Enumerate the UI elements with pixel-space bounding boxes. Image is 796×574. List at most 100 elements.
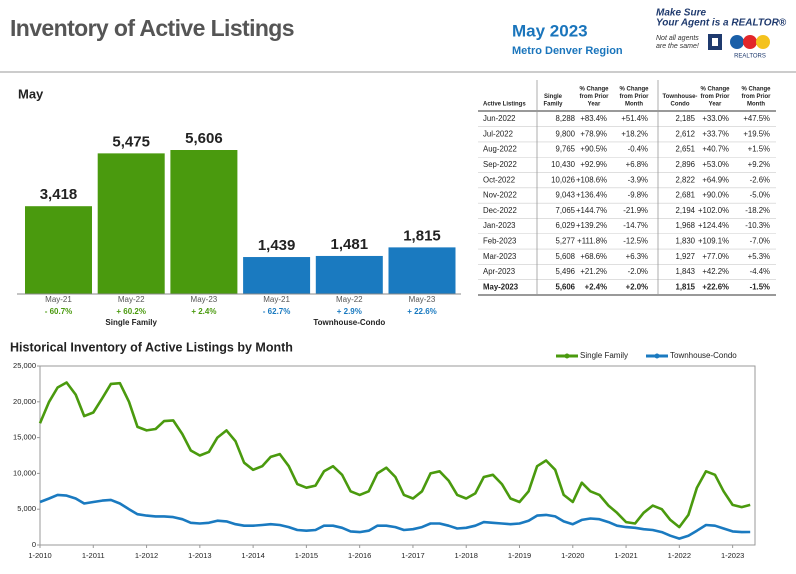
table-cell: Jan-2023 (483, 221, 516, 230)
table-cell: -12.5% (623, 236, 648, 245)
legend-label: Single Family (580, 351, 628, 360)
table-cell: Apr-2023 (483, 267, 515, 276)
change-label: + 60.2% (116, 307, 146, 316)
chart-title: May (18, 86, 44, 101)
x-tick-label: 1-2010 (28, 551, 51, 560)
table-cell: +109.1% (698, 236, 729, 245)
table-cell: +21.2% (580, 267, 607, 276)
series-line (38, 381, 751, 529)
bar (97, 153, 165, 294)
table-cell: +51.4% (621, 114, 648, 123)
value-label: 5,475 (112, 133, 150, 150)
table-cell: Jul-2022 (483, 129, 513, 138)
x-tick-label: 1-2017 (401, 551, 424, 560)
table-cell: Oct-2022 (483, 175, 515, 184)
table-cell: 5,496 (555, 267, 575, 276)
bar (388, 247, 456, 294)
legend-dot (654, 353, 660, 359)
table-cell: +1.5% (748, 145, 770, 154)
column-header: Month (625, 102, 643, 108)
table-cell: Dec-2022 (483, 206, 517, 215)
table-cell: +5.3% (748, 252, 770, 261)
y-tick-label: 5,000 (17, 504, 36, 513)
table-cell: +77.0% (702, 252, 729, 261)
table-cell: +6.3% (626, 252, 648, 261)
x-tick-label: 1-2016 (348, 551, 371, 560)
column-header: Condo (671, 102, 690, 108)
plot-frame (39, 365, 756, 546)
table-cell: +111.8% (577, 236, 607, 245)
table-cell: -18.2% (745, 206, 770, 215)
table-cell: -1.5% (750, 282, 770, 291)
change-label: + 2.4% (191, 307, 216, 316)
realtor-icon-inner (712, 38, 718, 46)
line-chart: Historical Inventory of Active Listings … (10, 340, 756, 560)
table-cell: 8,288 (555, 114, 575, 123)
column-header: from Prior (619, 94, 649, 100)
logo-tag: Not all agents (656, 35, 699, 42)
table-cell: -7.0% (750, 236, 770, 245)
x-tick-label: 1-2021 (614, 551, 637, 560)
column-header: from Prior (741, 94, 771, 100)
table-cell: -4.4% (750, 267, 770, 276)
table-cell: 9,800 (555, 129, 575, 138)
table-cell: 9,765 (555, 145, 575, 154)
table-cell: +6.8% (626, 160, 648, 169)
x-tick-label: 1-2014 (241, 551, 264, 560)
table-cell: +33.0% (702, 114, 729, 123)
table-cell: 1,927 (675, 252, 695, 261)
table-cell: 9,043 (555, 191, 575, 200)
table-cell: +18.2% (621, 129, 648, 138)
table-cell: +139.2% (576, 221, 607, 230)
logo-line: Make Sure (656, 8, 706, 19)
logo-tag: are the same! (656, 43, 699, 50)
table-cell: Nov-2022 (483, 191, 517, 200)
logo-circle (743, 35, 757, 49)
table-cell: +9.2% (748, 160, 770, 169)
table-cell: Mar-2023 (483, 252, 516, 261)
x-tick-label: 1-2012 (135, 551, 158, 560)
x-tick-label: 1-2023 (721, 551, 744, 560)
series-line (39, 493, 751, 540)
group-label: Single Family (105, 318, 157, 327)
change-label: + 22.6% (407, 307, 437, 316)
x-tick-label: 1-2019 (508, 551, 531, 560)
change-label: - 62.7% (263, 307, 291, 316)
table-cell: 10,430 (551, 160, 576, 169)
x-tick-label: 1-2020 (561, 551, 584, 560)
table-cell: -2.6% (750, 175, 770, 184)
table-cell: +136.4% (576, 191, 607, 200)
table-cell: -21.9% (623, 206, 648, 215)
value-label: 1,481 (331, 236, 369, 253)
table-cell: Feb-2023 (483, 236, 516, 245)
y-tick-label: 0 (32, 540, 36, 549)
column-header: Single (544, 94, 563, 100)
table-cell: +22.6% (702, 282, 729, 291)
table-cell: +64.9% (702, 175, 729, 184)
group-label: Townhouse-Condo (313, 318, 385, 327)
logo-circle (756, 35, 770, 49)
value-label: 3,418 (40, 186, 78, 203)
table-cell: 2,681 (675, 191, 695, 200)
table-cell: -5.0% (750, 191, 770, 200)
change-label: + 2.9% (337, 307, 362, 316)
table-cell: +53.0% (702, 160, 729, 169)
bar (25, 206, 92, 294)
y-tick-label: 20,000 (13, 397, 36, 406)
table-cell: +102.0% (698, 206, 729, 215)
table-cell: 1,968 (675, 221, 695, 230)
logo-circle (730, 35, 744, 49)
x-tick-label: 1-2013 (188, 551, 211, 560)
column-header: Year (588, 102, 601, 108)
table-cell: 2,612 (675, 129, 695, 138)
table-cell: 2,822 (675, 175, 695, 184)
x-tick-label: May-22 (118, 295, 145, 304)
change-label: - 60.7% (45, 307, 73, 316)
column-header: Active Listings (483, 102, 526, 108)
column-header: Family (543, 102, 563, 108)
x-tick-label: 1-2015 (295, 551, 318, 560)
table-cell: 1,815 (675, 282, 695, 291)
value-label: 1,439 (258, 237, 296, 254)
